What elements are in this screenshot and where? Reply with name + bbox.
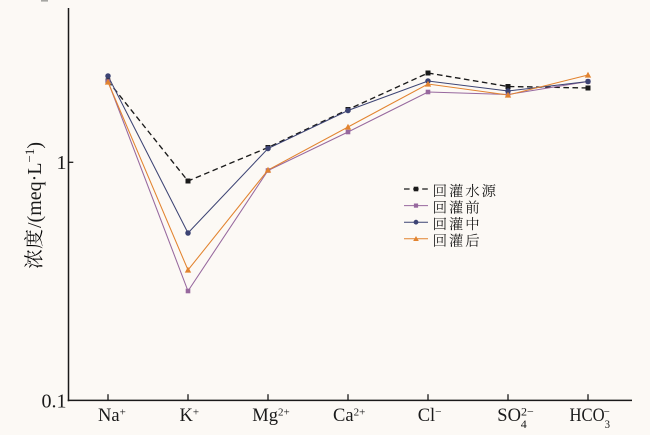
svg-text:1: 1 [57,152,67,174]
svg-text:0.1: 0.1 [42,390,67,412]
svg-text:Na+: Na+ [98,406,126,426]
